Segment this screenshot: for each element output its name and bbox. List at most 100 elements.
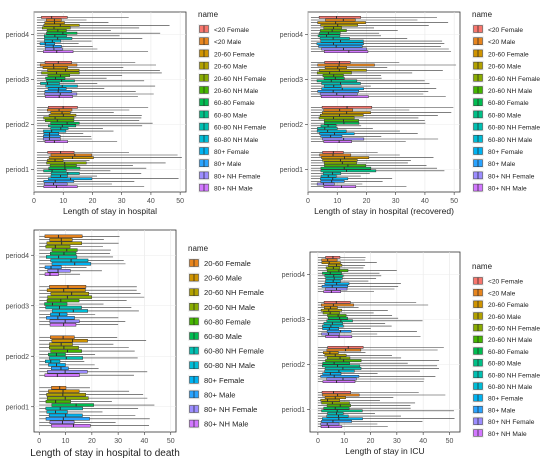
x-tick-label: 50	[446, 438, 454, 445]
box	[47, 269, 71, 273]
x-tick-label: 10	[59, 198, 67, 205]
x-tick-label: 20	[88, 438, 96, 445]
box	[44, 272, 59, 276]
legend-label: 60-80 NH Female	[488, 372, 540, 379]
box	[51, 386, 67, 390]
box	[48, 389, 80, 393]
legend-label: 60-80 NH Male	[488, 137, 533, 144]
box	[325, 18, 356, 22]
y-tick-label: period3	[282, 317, 305, 324]
box	[322, 311, 340, 315]
box	[43, 185, 78, 188]
box	[320, 95, 369, 98]
x-axis-label: Length of stay in hospital to death	[30, 448, 180, 459]
box	[320, 29, 347, 32]
box	[326, 414, 349, 418]
x-tick-label: 50	[167, 438, 175, 445]
box	[324, 121, 360, 125]
box	[46, 316, 75, 320]
box	[320, 180, 345, 183]
box	[321, 258, 338, 262]
y-tick-label: period1	[282, 407, 305, 414]
legend-label: 80+ NH Male	[488, 431, 527, 438]
box	[45, 244, 71, 249]
box	[43, 135, 61, 138]
legend-title: name	[472, 262, 493, 271]
x-tick-label: 50	[176, 198, 184, 205]
box	[316, 42, 364, 46]
legend-label: 20-60 NH Male	[204, 303, 255, 312]
x-tick-label: 30	[114, 438, 122, 445]
box	[321, 420, 352, 423]
box	[39, 42, 56, 46]
box	[44, 302, 68, 306]
legend-label: 80+ NH Male	[204, 420, 249, 429]
box	[323, 140, 352, 143]
box	[41, 16, 68, 19]
box	[321, 303, 354, 307]
legend-label: 80+ NH Female	[214, 173, 261, 180]
legend-label: 20-60 NH Male	[488, 337, 533, 344]
y-tick-label: period4	[280, 32, 303, 39]
legend-label: 60-80 Female	[204, 317, 251, 326]
box	[321, 401, 350, 405]
x-tick-label: 0	[306, 198, 310, 205]
x-axis-label: Length of stay in ICU	[345, 446, 424, 456]
x-tick-label: 10	[62, 438, 70, 445]
box	[320, 169, 377, 173]
box	[320, 135, 343, 138]
legend-label: <20 Female	[214, 27, 249, 34]
legend-label: <20 Male	[214, 39, 242, 46]
box	[50, 335, 75, 339]
box	[46, 79, 75, 83]
legend-label: 60-80 Male	[214, 112, 247, 119]
legend-label: 20-60 NH Female	[488, 326, 540, 333]
legend-label: 60-80 NH Male	[204, 361, 255, 370]
legend-label: 80+ Male	[488, 161, 516, 168]
box	[317, 127, 338, 130]
box	[44, 182, 68, 186]
box	[46, 241, 82, 245]
box	[317, 21, 366, 24]
box	[320, 422, 340, 426]
box	[44, 37, 73, 40]
box	[45, 359, 61, 364]
legend-label: 20-60 NH Female	[204, 288, 264, 297]
box	[323, 108, 354, 112]
box	[44, 119, 75, 122]
box	[316, 129, 347, 133]
legend-label: 80+ Male	[204, 390, 235, 399]
legend-label: 60-80 Male	[204, 332, 242, 341]
legend-label: 80+ NH Female	[488, 419, 535, 426]
legend-label: <20 Female	[488, 279, 523, 286]
box	[323, 185, 357, 188]
box	[46, 108, 73, 112]
box	[321, 332, 340, 336]
box	[322, 380, 356, 383]
box	[49, 319, 80, 323]
box	[328, 263, 343, 267]
box	[47, 87, 67, 91]
legend-label: 20-60 Male	[204, 274, 242, 283]
box	[319, 31, 341, 35]
box	[322, 271, 342, 275]
legend-title: name	[472, 10, 493, 19]
box	[45, 406, 83, 411]
box	[43, 180, 75, 183]
y-tick-label: period4	[6, 253, 29, 260]
box	[319, 37, 350, 40]
legend-label: 80+ NH Female	[204, 405, 257, 414]
box	[50, 111, 71, 114]
box	[321, 156, 370, 159]
legend-label: <20 Female	[488, 27, 523, 34]
box	[322, 158, 358, 162]
chart-3: 0 10 20 30 40 50 period4 period3 period2 period1 L…	[6, 229, 264, 459]
box	[50, 312, 68, 317]
box	[317, 34, 341, 38]
x-tick-label: 40	[147, 198, 155, 205]
box	[46, 161, 87, 165]
box	[49, 251, 77, 256]
box	[326, 348, 362, 352]
y-tick-label: period2	[282, 362, 305, 369]
box	[323, 119, 359, 122]
